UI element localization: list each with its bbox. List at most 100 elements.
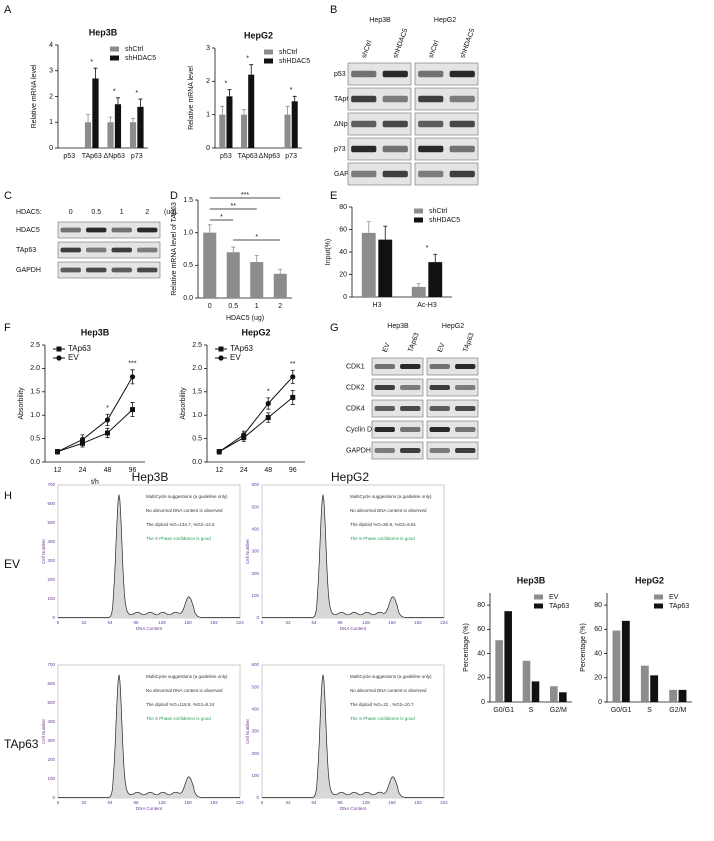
x-tick-label: G2/M (550, 707, 567, 714)
x-tick-label: 128 (362, 800, 370, 805)
error-bar (249, 64, 254, 75)
blot-lane-label: TAp63 (407, 332, 420, 353)
series-line (57, 376, 133, 453)
bar (559, 692, 567, 702)
blot-frame (347, 137, 412, 161)
x-tick-label: 128 (362, 620, 370, 625)
marker (216, 449, 222, 455)
error-bar (93, 67, 98, 79)
blot-row-label: GAPDH (346, 447, 371, 454)
legend-label: EV (68, 353, 79, 362)
bar (248, 74, 255, 148)
legend-swatch (110, 46, 119, 52)
bar (114, 104, 122, 148)
x-tick-label: G2/M (669, 707, 686, 714)
x-axis-label: DNA Content (136, 626, 163, 631)
x-tick-label: 192 (414, 800, 422, 805)
blot-row-label: ΔNp63 (334, 121, 356, 128)
marker (290, 394, 296, 400)
bar (640, 665, 649, 702)
blot-lane-label: EV (437, 342, 447, 353)
blot-group-label: HepG2 (442, 323, 464, 330)
panel-label: B (330, 4, 337, 16)
blot-frame (57, 221, 161, 239)
error-bar (383, 225, 388, 240)
x-tick-label: 96 (133, 620, 139, 625)
blot-frame (57, 241, 161, 259)
blot-frame (347, 112, 412, 136)
plot-frame (57, 484, 241, 619)
blot-band (418, 120, 444, 128)
blot-band (351, 170, 377, 178)
blot-band (455, 405, 476, 412)
legend-marker (56, 346, 62, 352)
y-tick-label: 80 (477, 602, 485, 609)
blot-band (449, 95, 475, 103)
panel-label: H (4, 490, 12, 502)
x-tick-label: 12 (54, 467, 62, 474)
x-tick-label: 128 (158, 620, 166, 625)
x-axis-label: HDAC5 (ug) (226, 315, 264, 322)
y-tick-label: 200 (251, 571, 259, 576)
blot-band (418, 170, 444, 178)
chart-title: HepG2 (635, 575, 664, 585)
y-tick-label: 3 (49, 68, 53, 75)
y-tick-label: 60 (339, 226, 347, 233)
bar (226, 252, 240, 298)
significance: ** (290, 361, 296, 368)
legend-swatch (264, 58, 273, 64)
x-tick-label: ΔNp63 (259, 153, 281, 160)
y-tick-label: 1.5 (183, 197, 193, 204)
histogram-fill (262, 494, 444, 618)
marker (105, 430, 110, 436)
significance: * (225, 81, 228, 88)
y-tick-label: 300 (251, 549, 259, 554)
y-tick-label: 500 (47, 520, 55, 525)
blot-band (374, 447, 395, 454)
legend-label: EV (230, 353, 241, 362)
y-tick-label: 700 (47, 482, 55, 487)
x-axis-label: DNA Content (136, 806, 163, 811)
y-tick-label: 4 (49, 42, 53, 49)
y-tick-label: 20 (594, 675, 602, 682)
flow-note: The S Phase confidence is good (146, 716, 211, 721)
bar (361, 232, 376, 297)
x-tick-label: 64 (107, 620, 113, 625)
y-tick-label: 0 (52, 795, 55, 800)
blot-frame (347, 87, 412, 111)
y-axis-label: Cell Number (245, 538, 250, 564)
marker (265, 400, 271, 407)
error-bar (231, 246, 236, 253)
x-tick-label: 0 (57, 800, 60, 805)
marker (104, 417, 111, 423)
blot-band (400, 405, 421, 412)
y-axis-label: Absorbility (180, 387, 187, 420)
legend-label: shCtrl (279, 49, 298, 56)
bar (203, 232, 217, 298)
column-header: HepG2 (331, 470, 369, 484)
x-tick-label: S (529, 707, 534, 714)
y-tick-label: 500 (251, 684, 259, 689)
blot-band (429, 447, 450, 454)
y-axis-label: Relative mRNA level of TAp63 (171, 202, 178, 296)
x-tick-label: 96 (337, 800, 343, 805)
blot-lane-label: 0 (69, 209, 73, 216)
blot-band (449, 170, 475, 178)
marker (290, 374, 296, 380)
y-axis-label: Cell Number (41, 718, 46, 744)
significance: * (246, 56, 249, 63)
x-tick-label: 32 (81, 620, 87, 625)
y-tick-label: 3 (206, 45, 210, 52)
legend-marker (218, 355, 224, 361)
error-bar (366, 221, 371, 233)
flow-note: The S Phase confidence is good (146, 536, 211, 541)
marker (129, 374, 136, 380)
flow-note: No abnormal DNA content is observed (146, 508, 223, 513)
error-bar (131, 117, 136, 123)
significance: ** (231, 203, 237, 210)
flow-note: MultiCycle suggestions (a guideline only… (350, 494, 432, 499)
blot-band (60, 247, 81, 253)
legend-swatch (414, 217, 423, 223)
significance: *** (241, 192, 249, 199)
